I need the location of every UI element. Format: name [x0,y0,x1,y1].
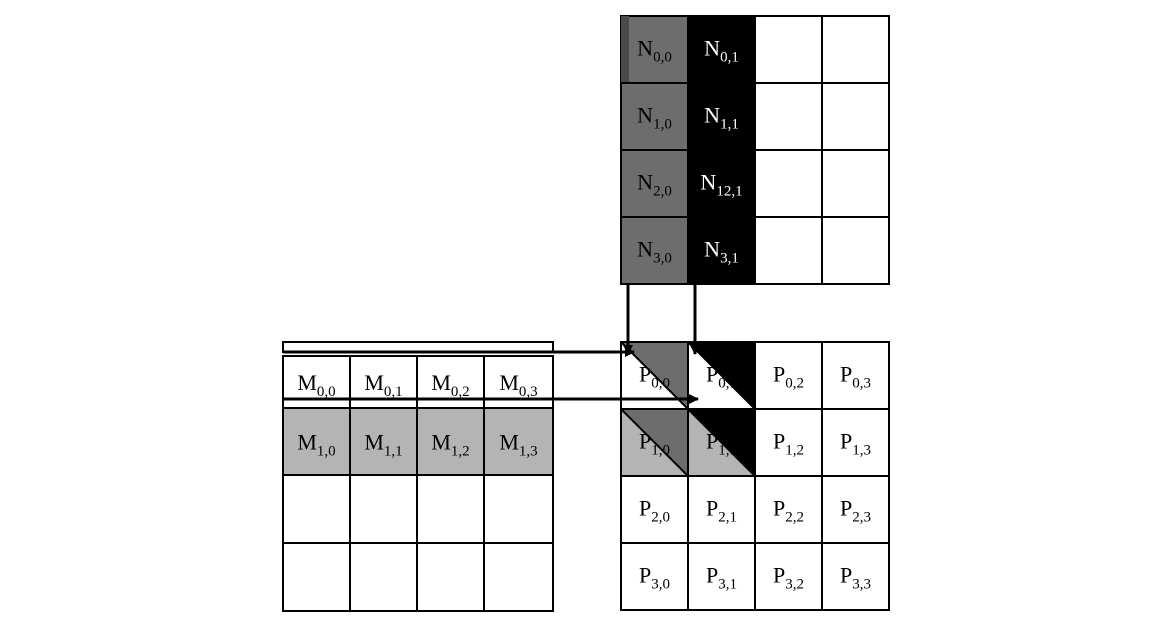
matrix-m-label-0-1: M0,1 [364,370,402,400]
matrix-p-label-3-0: P3,0 [639,563,670,593]
matrix-n-label-3-1: N3,1 [704,237,739,267]
matrix-n-cell-2-3 [821,149,890,218]
matrix-n-label-2-1: N12,1 [700,170,742,200]
matrix-n-cell-1-1 [687,82,756,151]
matrix-m-cell-1-1 [349,407,418,476]
matrix-p-cell-1-0-diagonal [620,408,689,477]
matrix-p-label-0-0: P0,0 [639,362,670,392]
matrix-m-label-1-3: M1,3 [499,430,537,460]
matrix-p-cell-2-0 [620,475,689,544]
matrix-m-label-0-2: M0,2 [431,370,469,400]
matrix-m: M0,0 M0,1 M0,2 M0,3 M1,0 M1,1 M1,2 M1,3 [282,341,554,612]
matrix-p-label-1-2: P1,2 [773,429,804,459]
matrix-n: N0,0 N0,1 N1,0 N1,1 N2,0 N12,1 N3,0 N3,1 [620,15,890,285]
matrix-p-cell-0-2 [754,341,823,410]
matrix-p-label-1-1: P1,1 [706,429,737,459]
matrix-m-label-1-1: M1,1 [364,430,402,460]
matrix-m-label-1-2: M1,2 [431,430,469,460]
matrix-p-label-2-2: P2,2 [773,496,804,526]
matrix-m-label-1-0: M1,0 [297,430,335,460]
matrix-p-label-2-1: P2,1 [706,496,737,526]
matrix-m-cell-3-0 [282,542,351,612]
matrix-n-label-1-1: N1,1 [704,103,739,133]
matrix-p-label-2-0: P2,0 [639,496,670,526]
matrix-m-cell-3-1 [349,542,418,612]
matrix-p-cell-1-2 [754,408,823,477]
matrix-m-cell-2-2 [416,474,485,544]
matrix-p-cell-0-3 [821,341,890,410]
matrix-n-cell-2-0 [620,149,689,218]
matrix-p-label-1-0: P1,0 [639,429,670,459]
arrows [283,285,700,404]
matrix-p-label-0-2: P0,2 [773,362,804,392]
matrix-m-cell-2-1 [349,474,418,544]
matrix-n-label-1-0: N1,0 [637,103,672,133]
matrix-m-cell-2-0 [282,474,351,544]
matrix-n-cell-3-3 [821,216,890,285]
matrix-n-cell-1-0 [620,82,689,151]
matrix-p-label-3-3: P3,3 [840,563,871,593]
matrix-n-cell-0-2 [754,15,823,84]
matrix-p-cell-3-3 [821,542,890,611]
matrix-p-label-1-3: P1,3 [840,429,871,459]
matrix-p-cell-1-1-diagonal [687,408,756,477]
matrix-p-cell-3-2 [754,542,823,611]
matrix-m-cell-2-3 [483,474,554,544]
matrix-p-label-3-2: P3,2 [773,563,804,593]
matrix-m-label-0-3: M0,3 [499,370,537,400]
matrix-p-cell-2-2 [754,475,823,544]
matrix-n-cell-1-2 [754,82,823,151]
matrix-m-label-0-0: M0,0 [297,370,335,400]
matrix-n-label-2-0: N2,0 [637,170,672,200]
matrix-n-label-0-1: N0,1 [704,36,739,66]
matrix-m-cell-3-3 [483,542,554,612]
matrix-n-cell-3-2 [754,216,823,285]
matrix-n-cell-2-2 [754,149,823,218]
matrix-n-label-0-0: N0,0 [637,36,672,66]
matrix-p-cell-3-0 [620,542,689,611]
matrix-p-label-0-1: P0,1 [706,362,737,392]
matrix-n-label-3-0: N3,0 [637,237,672,267]
matrix-p-label-0-3: P0,3 [840,362,871,392]
matrix-p-cell-2-1 [687,475,756,544]
matrix-n-cell-1-3 [821,82,890,151]
matrix-m-cell-1-2 [416,407,485,476]
matrix-p-label-2-3: P2,3 [840,496,871,526]
matrix-p-cell-2-3 [821,475,890,544]
matrix-n-cell-3-0 [620,216,689,285]
matrix-p-label-3-1: P3,1 [706,563,737,593]
matrix-n-cell-0-1 [687,15,756,84]
matrix-p: P0,0 P0,1 P0,2 P0,3 P1,0 P1,1 P1,2 P1,3 P2,0 P2,1… [620,341,890,611]
matrix-m-cell-3-2 [416,542,485,612]
matrix-n-cell-0-3 [821,15,890,84]
